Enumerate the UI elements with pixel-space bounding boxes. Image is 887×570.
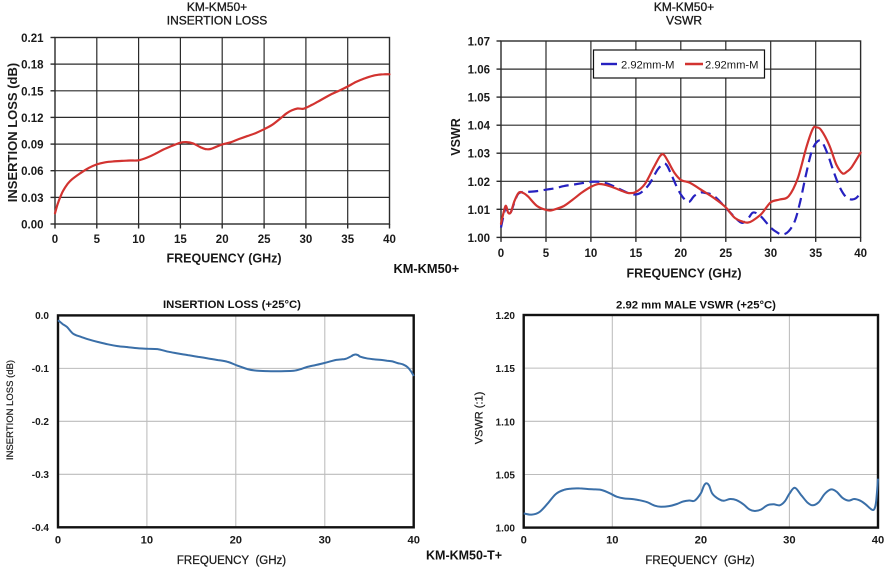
svg-text:FREQUENCY (GHz): FREQUENCY (GHz) [626, 267, 741, 281]
svg-text:1.04: 1.04 [468, 121, 491, 133]
svg-text:1.20: 1.20 [496, 311, 516, 322]
svg-text:35: 35 [809, 248, 822, 260]
svg-text:30: 30 [300, 234, 313, 246]
svg-text:0.06: 0.06 [21, 166, 43, 178]
svg-text:1.10: 1.10 [496, 417, 516, 428]
svg-text:KM-KM50+: KM-KM50+ [654, 0, 714, 14]
svg-text:1.00: 1.00 [496, 524, 516, 535]
svg-text:10: 10 [132, 234, 145, 246]
svg-text:-0.1: -0.1 [32, 364, 50, 375]
svg-text:20: 20 [216, 234, 229, 246]
svg-text:INSERTION LOSS (dB): INSERTION LOSS (dB) [5, 360, 16, 460]
svg-text:FREQUENCY (GHz): FREQUENCY (GHz) [166, 252, 281, 266]
svg-text:0: 0 [521, 535, 527, 547]
svg-text:VSWR (:1): VSWR (:1) [474, 392, 486, 445]
svg-text:1.06: 1.06 [468, 65, 490, 77]
svg-text:FREQUENCY (GHz): FREQUENCY (GHz) [645, 555, 754, 567]
svg-text:10: 10 [585, 248, 598, 260]
svg-text:20: 20 [695, 535, 707, 547]
svg-text:40: 40 [383, 234, 396, 246]
svg-text:KM-KM50+: KM-KM50+ [394, 261, 460, 276]
svg-text:10: 10 [141, 535, 153, 547]
svg-text:INSERTION LOSS (dB): INSERTION LOSS (dB) [5, 63, 20, 202]
svg-text:-0.4: -0.4 [32, 523, 50, 534]
svg-text:0.18: 0.18 [21, 60, 44, 72]
svg-text:VSWR: VSWR [449, 118, 463, 156]
svg-text:0.00: 0.00 [21, 220, 43, 232]
svg-text:40: 40 [872, 535, 884, 547]
svg-text:0: 0 [55, 535, 61, 547]
svg-text:25: 25 [258, 234, 271, 246]
svg-text:1.07: 1.07 [468, 37, 490, 49]
svg-text:40: 40 [407, 535, 419, 547]
svg-text:1.05: 1.05 [468, 93, 491, 105]
svg-text:10: 10 [606, 535, 618, 547]
svg-text:INSERTION LOSS: INSERTION LOSS [167, 14, 267, 28]
svg-text:0: 0 [498, 248, 504, 260]
svg-text:0.15: 0.15 [21, 86, 44, 98]
svg-text:1.02: 1.02 [468, 177, 490, 189]
svg-text:0.21: 0.21 [21, 33, 44, 45]
svg-text:0.12: 0.12 [21, 113, 43, 125]
svg-text:2.92mm-M: 2.92mm-M [621, 60, 674, 72]
svg-text:0.0: 0.0 [35, 311, 49, 322]
svg-text:15: 15 [174, 234, 187, 246]
svg-text:-0.2: -0.2 [32, 417, 50, 428]
svg-text:1.01: 1.01 [468, 205, 491, 217]
svg-text:KM-KM50+: KM-KM50+ [187, 0, 247, 14]
svg-text:1.15: 1.15 [496, 364, 516, 375]
svg-text:40: 40 [854, 248, 867, 260]
svg-text:0.03: 0.03 [21, 193, 43, 205]
svg-text:1.00: 1.00 [468, 233, 490, 245]
svg-text:FREQUENCY (GHz): FREQUENCY (GHz) [177, 555, 286, 567]
svg-text:KM-KM50-T+: KM-KM50-T+ [426, 549, 502, 563]
svg-text:5: 5 [94, 234, 101, 246]
svg-text:15: 15 [630, 248, 643, 260]
svg-text:1.03: 1.03 [468, 149, 490, 161]
svg-text:-0.3: -0.3 [32, 470, 50, 481]
svg-text:20: 20 [230, 535, 242, 547]
svg-text:30: 30 [764, 248, 777, 260]
svg-text:30: 30 [319, 535, 331, 547]
svg-text:2.92 mm MALE VSWR (+25°C): 2.92 mm MALE VSWR (+25°C) [616, 300, 776, 312]
svg-text:INSERTION LOSS (+25°C): INSERTION LOSS (+25°C) [163, 299, 301, 311]
svg-text:1.05: 1.05 [496, 471, 516, 482]
svg-text:2.92mm-M: 2.92mm-M [705, 60, 758, 72]
svg-text:35: 35 [341, 234, 354, 246]
svg-text:VSWR: VSWR [666, 14, 702, 28]
svg-text:0: 0 [52, 234, 58, 246]
svg-text:0.09: 0.09 [21, 140, 43, 152]
svg-text:20: 20 [674, 248, 687, 260]
svg-text:5: 5 [543, 248, 550, 260]
svg-text:30: 30 [783, 535, 795, 547]
svg-text:25: 25 [719, 248, 732, 260]
